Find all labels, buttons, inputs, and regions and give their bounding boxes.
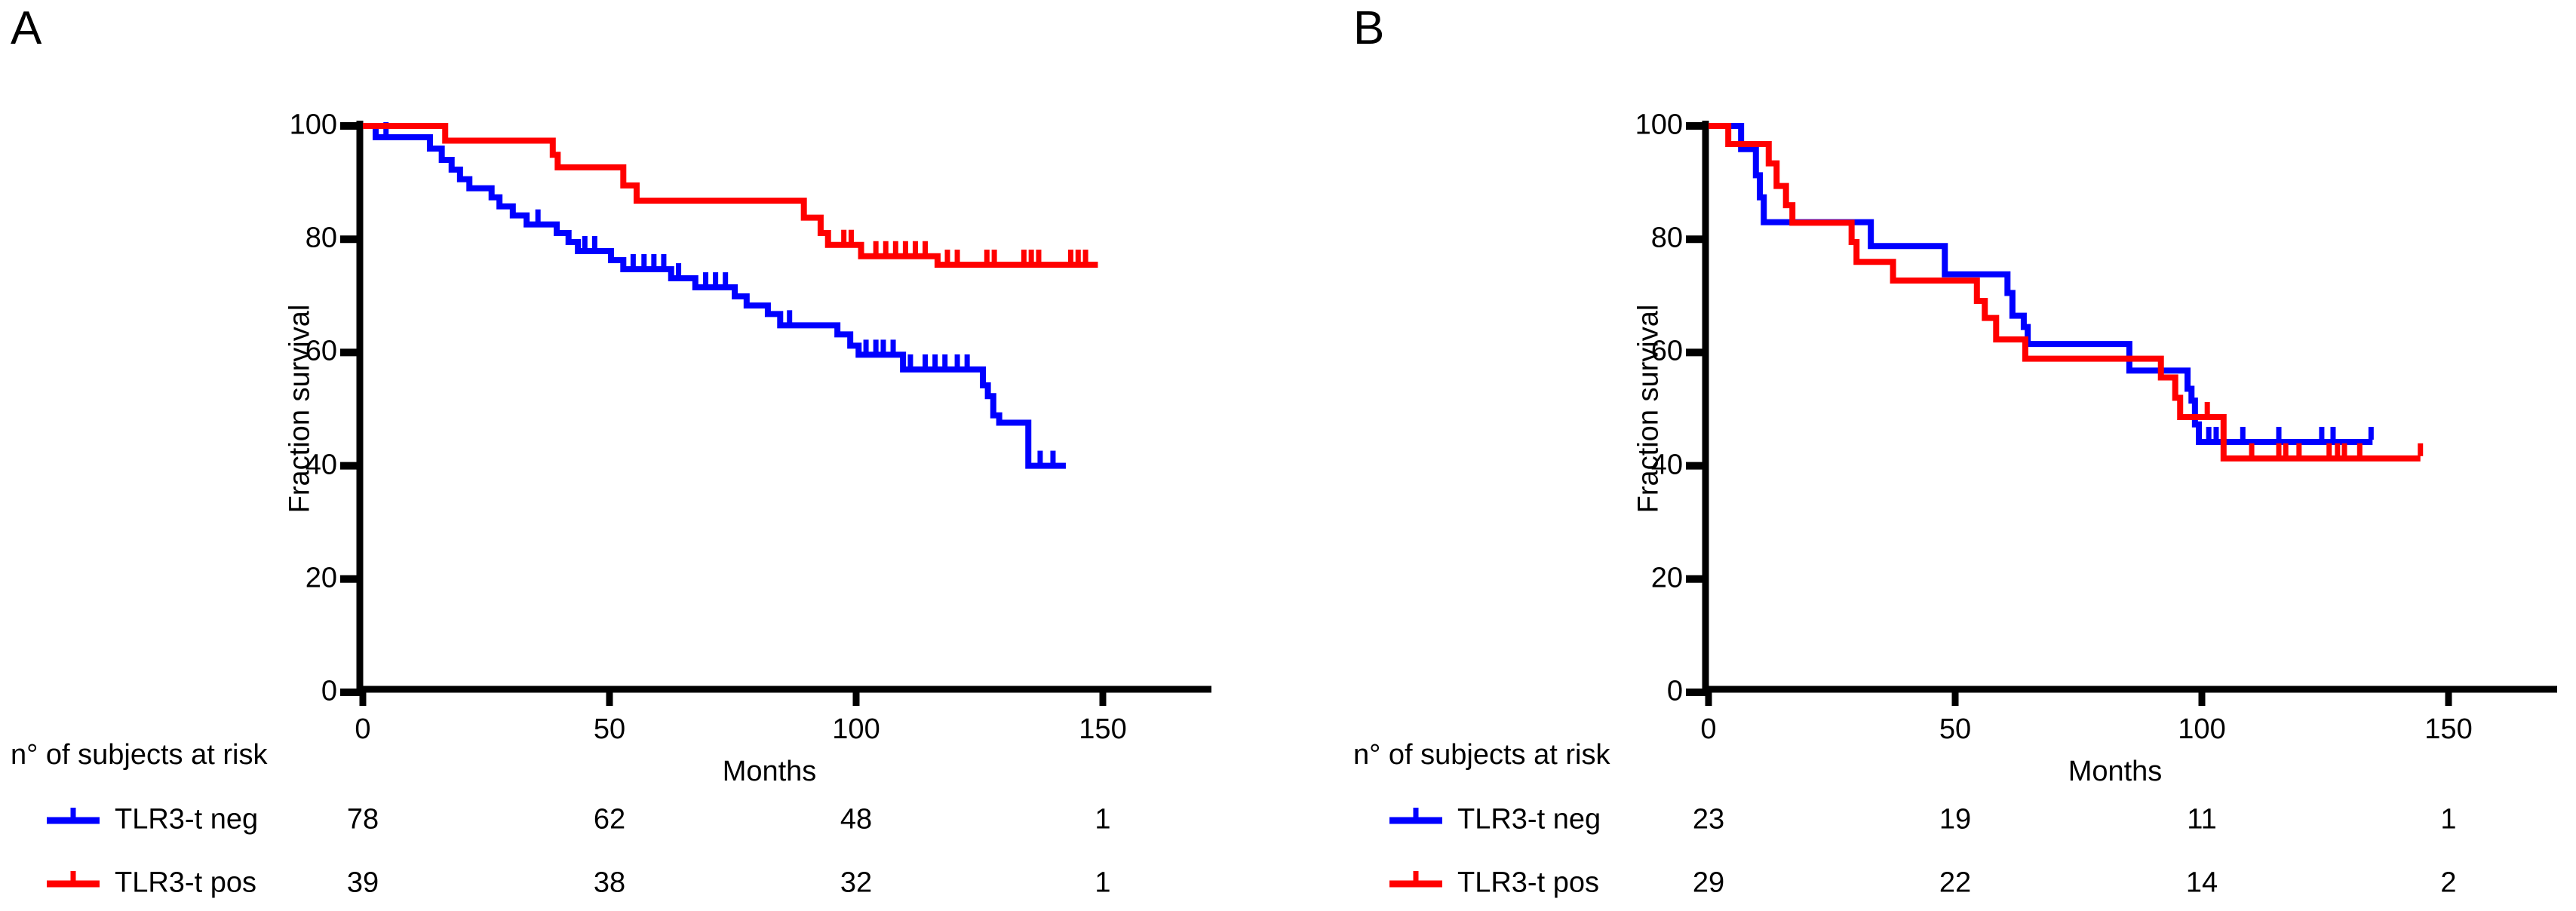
km-curve-tlr3-t-neg-B xyxy=(1709,123,2373,446)
panel-b-xtick-100: 100 xyxy=(2178,713,2226,745)
at-risk-value: 1 xyxy=(1095,803,1111,836)
panel-b-xtick-150: 150 xyxy=(2424,713,2473,745)
at-risk-value: 14 xyxy=(2185,867,2218,899)
panel-a-xlabel: Months xyxy=(722,756,817,787)
panel-b-legend-neg-label: TLR3-t neg xyxy=(1457,803,1601,836)
panel-a-ytick-80: 80 xyxy=(305,222,337,254)
panel-b-ytick-20: 20 xyxy=(1650,562,1683,594)
panel-b-ytick-0: 0 xyxy=(1666,675,1683,707)
panel-a-legend-neg-label: TLR3-t neg xyxy=(115,803,259,836)
at-risk-value: 19 xyxy=(1939,803,1972,836)
at-risk-value: 1 xyxy=(1095,867,1111,899)
panel-a-ytick-0: 0 xyxy=(321,675,337,707)
at-risk-value: 23 xyxy=(1692,803,1725,836)
at-risk-value: 1 xyxy=(2440,803,2457,836)
panel-a-at-risk-header: n° of subjects at risk xyxy=(11,739,268,771)
km-curve-tlr3-t-neg-A xyxy=(363,123,1066,469)
panel-a-ytick-20: 20 xyxy=(305,562,337,594)
panel-b-ytick-100: 100 xyxy=(1635,109,1683,141)
panel-b-ytick-80: 80 xyxy=(1650,222,1683,254)
at-risk-value: 38 xyxy=(593,867,626,899)
km-curve-tlr3-t-pos-B xyxy=(1709,123,2421,462)
at-risk-value: 39 xyxy=(346,867,379,899)
panel-b-xtick-50: 50 xyxy=(1939,713,1972,745)
panel-b-at-risk-header: n° of subjects at risk xyxy=(1353,739,1610,771)
at-risk-value: 2 xyxy=(2440,867,2457,899)
panel-b-legend-pos-label: TLR3-t pos xyxy=(1457,867,1599,899)
panel-a-xtick-50: 50 xyxy=(593,713,626,745)
panel-a-ytick-100: 100 xyxy=(289,109,337,141)
at-risk-value: 32 xyxy=(840,867,873,899)
panel-a-xtick-150: 150 xyxy=(1079,713,1127,745)
panel-a-ytick-60: 60 xyxy=(305,335,337,367)
panel-b-ytick-60: 60 xyxy=(1650,335,1683,367)
panel-b-xlabel: Months xyxy=(2068,756,2163,787)
at-risk-value: 48 xyxy=(840,803,873,836)
panel-b-ytick-40: 40 xyxy=(1650,449,1683,481)
panel-b-label: B xyxy=(1353,2,1386,54)
panel-a-label: A xyxy=(11,2,43,54)
at-risk-value: 62 xyxy=(593,803,626,836)
at-risk-value: 22 xyxy=(1939,867,1972,899)
panel-a-xtick-100: 100 xyxy=(832,713,880,745)
panel-a-xtick-0: 0 xyxy=(355,713,371,745)
panel-a-ytick-40: 40 xyxy=(305,449,337,481)
km-curve-tlr3-t-pos-A xyxy=(363,123,1098,268)
at-risk-value: 11 xyxy=(2187,803,2217,836)
panel-b-xtick-0: 0 xyxy=(1700,713,1717,745)
at-risk-value: 29 xyxy=(1692,867,1725,899)
panel-a-legend-pos-label: TLR3-t pos xyxy=(115,867,256,899)
at-risk-value: 78 xyxy=(346,803,379,836)
